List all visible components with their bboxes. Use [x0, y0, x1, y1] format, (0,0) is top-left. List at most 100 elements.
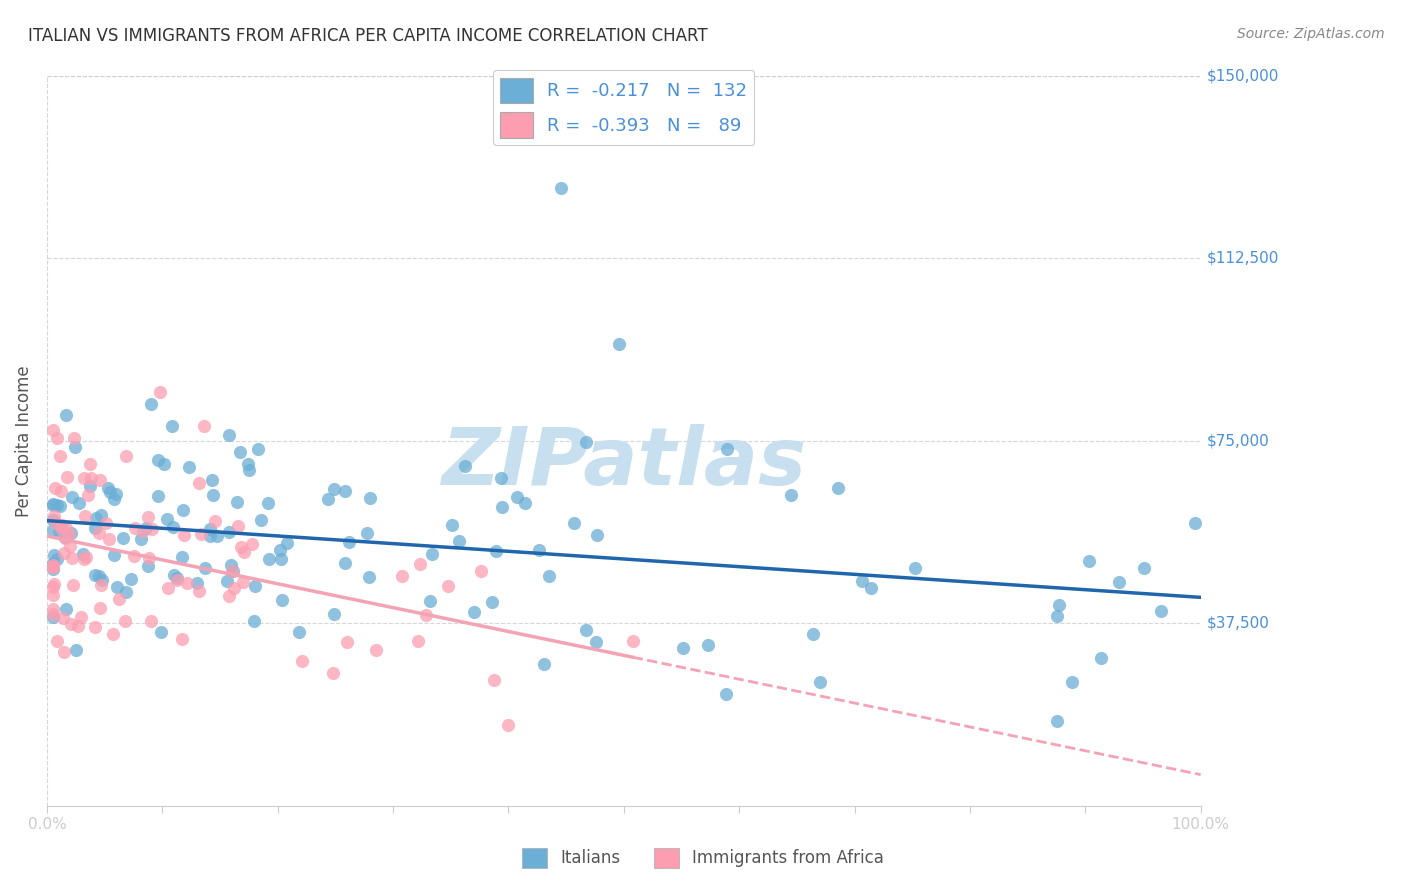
Point: [67, 495, 90, 509]
Point: [527, 543, 550, 558]
Text: Source: ZipAtlas.com: Source: ZipAtlas.com: [1237, 27, 1385, 41]
Point: [221, 558, 243, 572]
Point: [1060, 674, 1083, 689]
Point: [574, 623, 596, 637]
Point: [179, 459, 201, 474]
Point: [124, 521, 146, 535]
Point: [115, 584, 138, 599]
Point: [240, 537, 263, 551]
Point: [135, 521, 157, 535]
Point: [96, 516, 118, 530]
Point: [288, 625, 311, 640]
Point: [188, 584, 211, 599]
Point: [72, 547, 94, 561]
Point: [73, 552, 96, 566]
Point: [186, 575, 208, 590]
Point: [44, 481, 66, 495]
Point: [41, 581, 63, 595]
Point: [356, 526, 378, 541]
Point: [41, 601, 63, 615]
Point: [1078, 554, 1101, 568]
Point: [513, 496, 536, 510]
Point: [42, 576, 65, 591]
Point: [80, 471, 103, 485]
Point: [562, 516, 585, 531]
Point: [904, 561, 927, 575]
Point: [496, 718, 519, 732]
Point: [201, 473, 224, 487]
Point: [53, 531, 76, 545]
Point: [827, 482, 849, 496]
Point: [91, 573, 114, 587]
Point: [198, 528, 221, 542]
Point: [41, 607, 63, 621]
Point: [322, 666, 344, 681]
Point: [359, 491, 381, 505]
Point: [148, 385, 170, 400]
Point: [436, 579, 458, 593]
Point: [607, 336, 630, 351]
Point: [336, 634, 359, 648]
Point: [585, 635, 607, 649]
Point: [41, 559, 63, 574]
Point: [470, 564, 492, 578]
Point: [226, 518, 249, 533]
Point: [70, 610, 93, 624]
Point: [52, 546, 75, 560]
Point: [62, 578, 84, 592]
Legend: Italians, Immigrants from Africa: Italians, Immigrants from Africa: [516, 841, 890, 875]
Point: [256, 495, 278, 509]
Point: [851, 574, 873, 588]
Point: [533, 657, 555, 671]
Point: [41, 497, 63, 511]
Point: [190, 527, 212, 541]
Point: [419, 594, 441, 608]
Point: [229, 541, 252, 555]
Point: [105, 580, 128, 594]
Point: [269, 543, 291, 558]
Text: $75,000: $75,000: [1206, 434, 1270, 449]
Point: [166, 573, 188, 587]
Point: [574, 435, 596, 450]
Point: [58, 526, 80, 541]
Point: [714, 687, 737, 701]
Point: [157, 581, 180, 595]
Text: $150,000: $150,000: [1206, 69, 1279, 84]
Point: [322, 482, 344, 496]
Point: [87, 568, 110, 582]
Point: [87, 526, 110, 541]
Point: [482, 673, 505, 687]
Legend: R =  -0.217   N =  132, R =  -0.393   N =   89: R = -0.217 N = 132, R = -0.393 N = 89: [494, 70, 755, 145]
Point: [229, 445, 252, 459]
Point: [55, 409, 77, 423]
Point: [1133, 560, 1156, 574]
Point: [41, 558, 63, 572]
Point: [100, 484, 122, 499]
Point: [132, 524, 155, 538]
Point: [366, 643, 388, 657]
Point: [51, 521, 73, 535]
Point: [357, 570, 380, 584]
Point: [249, 513, 271, 527]
Point: [51, 484, 73, 499]
Point: [270, 593, 292, 607]
Point: [162, 520, 184, 534]
Point: [270, 552, 292, 566]
Point: [176, 575, 198, 590]
Point: [1046, 714, 1069, 728]
Point: [55, 530, 77, 544]
Point: [122, 549, 145, 563]
Point: [409, 558, 432, 572]
Point: [481, 594, 503, 608]
Point: [103, 548, 125, 562]
Point: [440, 518, 463, 533]
Point: [60, 490, 83, 504]
Point: [222, 564, 245, 578]
Point: [860, 581, 883, 595]
Point: [52, 645, 75, 659]
Point: [1184, 516, 1206, 530]
Point: [90, 508, 112, 522]
Point: [41, 562, 63, 576]
Point: [136, 559, 159, 574]
Point: [276, 536, 298, 550]
